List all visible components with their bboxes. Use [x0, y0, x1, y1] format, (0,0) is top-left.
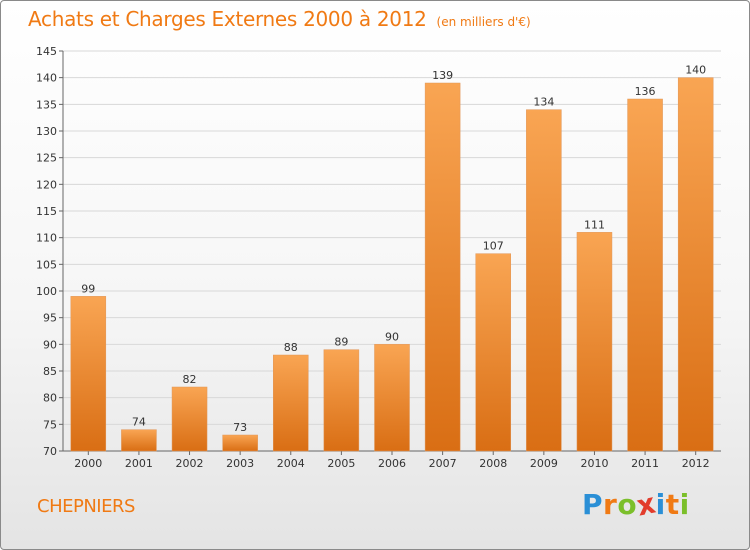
value-label-2009: 134 — [533, 96, 554, 109]
y-tick-label: 105 — [36, 258, 57, 271]
bar-2006 — [374, 344, 410, 452]
y-tick-label: 80 — [43, 392, 57, 405]
x-tick-label-2000: 2000 — [74, 457, 102, 470]
bar-2012 — [677, 77, 714, 452]
y-tick-label: 85 — [43, 365, 57, 378]
y-tick-label: 115 — [36, 205, 57, 218]
value-label-2000: 99 — [81, 282, 95, 295]
x-tick-label-2004: 2004 — [277, 457, 305, 470]
x-tick-label-2009: 2009 — [530, 457, 558, 470]
y-tick-label: 130 — [36, 125, 57, 138]
logo-letter: i — [655, 488, 666, 521]
value-label-2010: 111 — [584, 218, 605, 231]
bar-2002 — [171, 386, 208, 452]
bar-2003 — [222, 434, 258, 452]
x-tick-label-2010: 2010 — [580, 457, 608, 470]
value-label-2001: 74 — [132, 416, 146, 429]
bar-2007 — [424, 82, 461, 452]
logo-letter: t — [665, 488, 680, 521]
labels: 70 75 80 85 90 95 100 105 110 115 120 125 130 135 140 1… — [36, 45, 710, 470]
x-tick-label-2008: 2008 — [479, 457, 507, 470]
y-tick-label: 75 — [43, 418, 57, 431]
y-tick-label: 100 — [36, 285, 57, 298]
chart-subtitle: (en milliers d'€) — [436, 15, 531, 29]
logo-letter: P — [582, 488, 604, 521]
y-tick-label: 110 — [36, 232, 57, 245]
x-tick-label-2012: 2012 — [682, 457, 710, 470]
bar-2001 — [121, 429, 157, 452]
bars — [70, 77, 714, 452]
commune-name: CHEPNIERS — [37, 496, 135, 517]
value-label-2006: 90 — [385, 330, 399, 343]
chart-title: Achats et Charges Externes 2000 à 2012 (e… — [28, 7, 531, 31]
x-tick-label-2005: 2005 — [327, 457, 355, 470]
bar-2008 — [475, 253, 511, 452]
value-label-2007: 139 — [432, 69, 453, 82]
bar-2010 — [576, 232, 613, 452]
bar-2009 — [526, 109, 562, 452]
y-tick-label: 120 — [36, 178, 57, 191]
value-label-2005: 89 — [334, 336, 348, 349]
value-label-2011: 136 — [635, 85, 656, 98]
value-label-2012: 140 — [685, 64, 706, 77]
value-label-2004: 88 — [284, 341, 298, 354]
logo-letter: o — [617, 488, 638, 521]
logo-letter: r — [603, 488, 618, 521]
bar-2005 — [323, 349, 360, 452]
bar-2000 — [70, 296, 107, 452]
x-tick-label-2001: 2001 — [125, 457, 153, 470]
x-tick-label-2006: 2006 — [378, 457, 406, 470]
bar-2011 — [627, 98, 663, 452]
x-tick-label-2002: 2002 — [176, 457, 204, 470]
x-tick-label-2003: 2003 — [226, 457, 254, 470]
y-tick-label: 125 — [36, 152, 57, 165]
logo-letter: i — [679, 488, 690, 521]
y-tick-label: 140 — [36, 72, 57, 85]
y-tick-label: 70 — [43, 445, 57, 458]
bar-2004 — [273, 354, 309, 452]
proxiti-logo: Proxiti — [582, 486, 690, 522]
x-tick-label-2011: 2011 — [631, 457, 659, 470]
x-tick-label-2007: 2007 — [429, 457, 457, 470]
value-label-2003: 73 — [233, 421, 247, 434]
y-tick-label: 145 — [36, 45, 57, 58]
value-label-2008: 107 — [483, 240, 504, 253]
chart-title-text: Achats et Charges Externes 2000 à 2012 — [28, 7, 427, 31]
value-label-2002: 82 — [183, 373, 197, 386]
y-tick-label: 90 — [43, 338, 57, 351]
y-tick-label: 135 — [36, 98, 57, 111]
y-tick-label: 95 — [43, 312, 57, 325]
